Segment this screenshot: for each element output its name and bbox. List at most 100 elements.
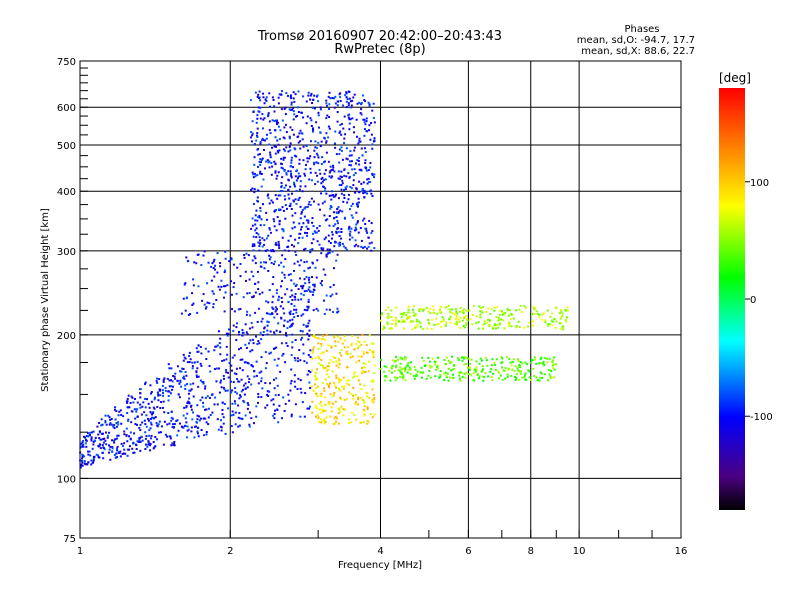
scatter-point [230,391,233,394]
scatter-point [182,375,185,378]
scatter-point [350,393,353,396]
scatter-point [387,306,390,309]
scatter-point [538,379,541,382]
scatter-point [132,451,135,454]
scatter-point [299,415,302,418]
scatter-point [212,267,215,270]
scatter-point [199,417,202,420]
scatter-point [276,313,279,316]
scatter-point [331,97,334,100]
scatter-point [297,172,300,175]
scatter-point [173,442,176,445]
scatter-point [244,343,247,346]
scatter-point [283,409,286,412]
scatter-point [266,320,269,323]
scatter-point [333,170,336,173]
scatter-point [363,121,366,124]
scatter-point [533,313,536,316]
scatter-point [105,443,108,446]
scatter-point [298,132,301,135]
scatter-point [267,394,270,397]
scatter-point [345,100,348,103]
scatter-point [258,249,261,252]
scatter-point [280,317,283,320]
y-axis-label: Stationary phase Virtual Height [km] [40,208,51,392]
scatter-point [283,195,286,198]
scatter-point [168,379,171,382]
scatter-point [351,355,354,358]
scatter-point [539,358,542,361]
scatter-point [255,405,258,408]
scatter-point [108,448,111,451]
scatter-point [416,323,419,326]
scatter-point [81,461,84,464]
scatter-point [397,358,400,361]
scatter-point [510,313,513,316]
scatter-point [271,248,274,251]
scatter-point [334,130,337,133]
scatter-point [252,111,255,114]
scatter-point [275,329,278,332]
scatter-point [244,414,247,417]
colorbar-label: [deg] [719,71,751,85]
scatter-point [224,432,227,435]
scatter-point [332,335,335,338]
scatter-point [313,161,316,164]
scatter-point [264,249,267,252]
scatter-point [256,148,259,151]
scatter-point [222,386,225,389]
scatter-point [340,354,343,357]
scatter-point [465,322,468,325]
scatter-point [269,105,272,108]
scatter-point [355,418,358,421]
scatter-point [335,386,338,389]
scatter-point [462,309,465,312]
scatter-point [276,197,279,200]
scatter-point [292,133,295,136]
scatter-point [225,358,228,361]
scatter-point [205,433,208,436]
scatter-point [479,313,482,316]
scatter-point [393,370,396,373]
scatter-point [384,375,387,378]
scatter-point [267,312,270,315]
scatter-point [150,392,153,395]
scatter-point [369,138,372,141]
scatter-point [315,386,318,389]
scatter-point [268,258,271,261]
scatter-point [284,334,287,337]
scatter-point [258,245,261,248]
scatter-point [336,120,339,123]
scatter-point [283,276,286,279]
scatter-point [419,322,422,325]
scatter-point [300,226,303,229]
scatter-point [252,235,255,238]
scatter-point [190,388,193,391]
scatter-point [182,359,185,362]
scatter-point [394,316,397,319]
scatter-point [298,236,301,239]
scatter-point [297,198,300,201]
scatter-point [281,176,284,179]
scatter-point [221,359,224,362]
scatter-point [317,229,320,232]
scatter-point [332,395,335,398]
scatter-point [190,426,193,429]
scatter-point [336,335,339,338]
scatter-point [220,386,223,389]
scatter-point [530,361,533,364]
scatter-point [254,214,257,217]
scatter-point [311,350,314,353]
scatter-point [508,325,511,328]
scatter-point [349,150,352,153]
scatter-point [552,367,555,370]
scatter-point [219,353,222,356]
scatter-point [242,296,245,299]
scatter-point [325,99,328,102]
scatter-point [407,316,410,319]
scatter-point [90,431,93,434]
scatter-point [440,320,443,323]
scatter-point [279,305,282,308]
scatter-point [291,108,294,111]
scatter-point [293,113,296,116]
